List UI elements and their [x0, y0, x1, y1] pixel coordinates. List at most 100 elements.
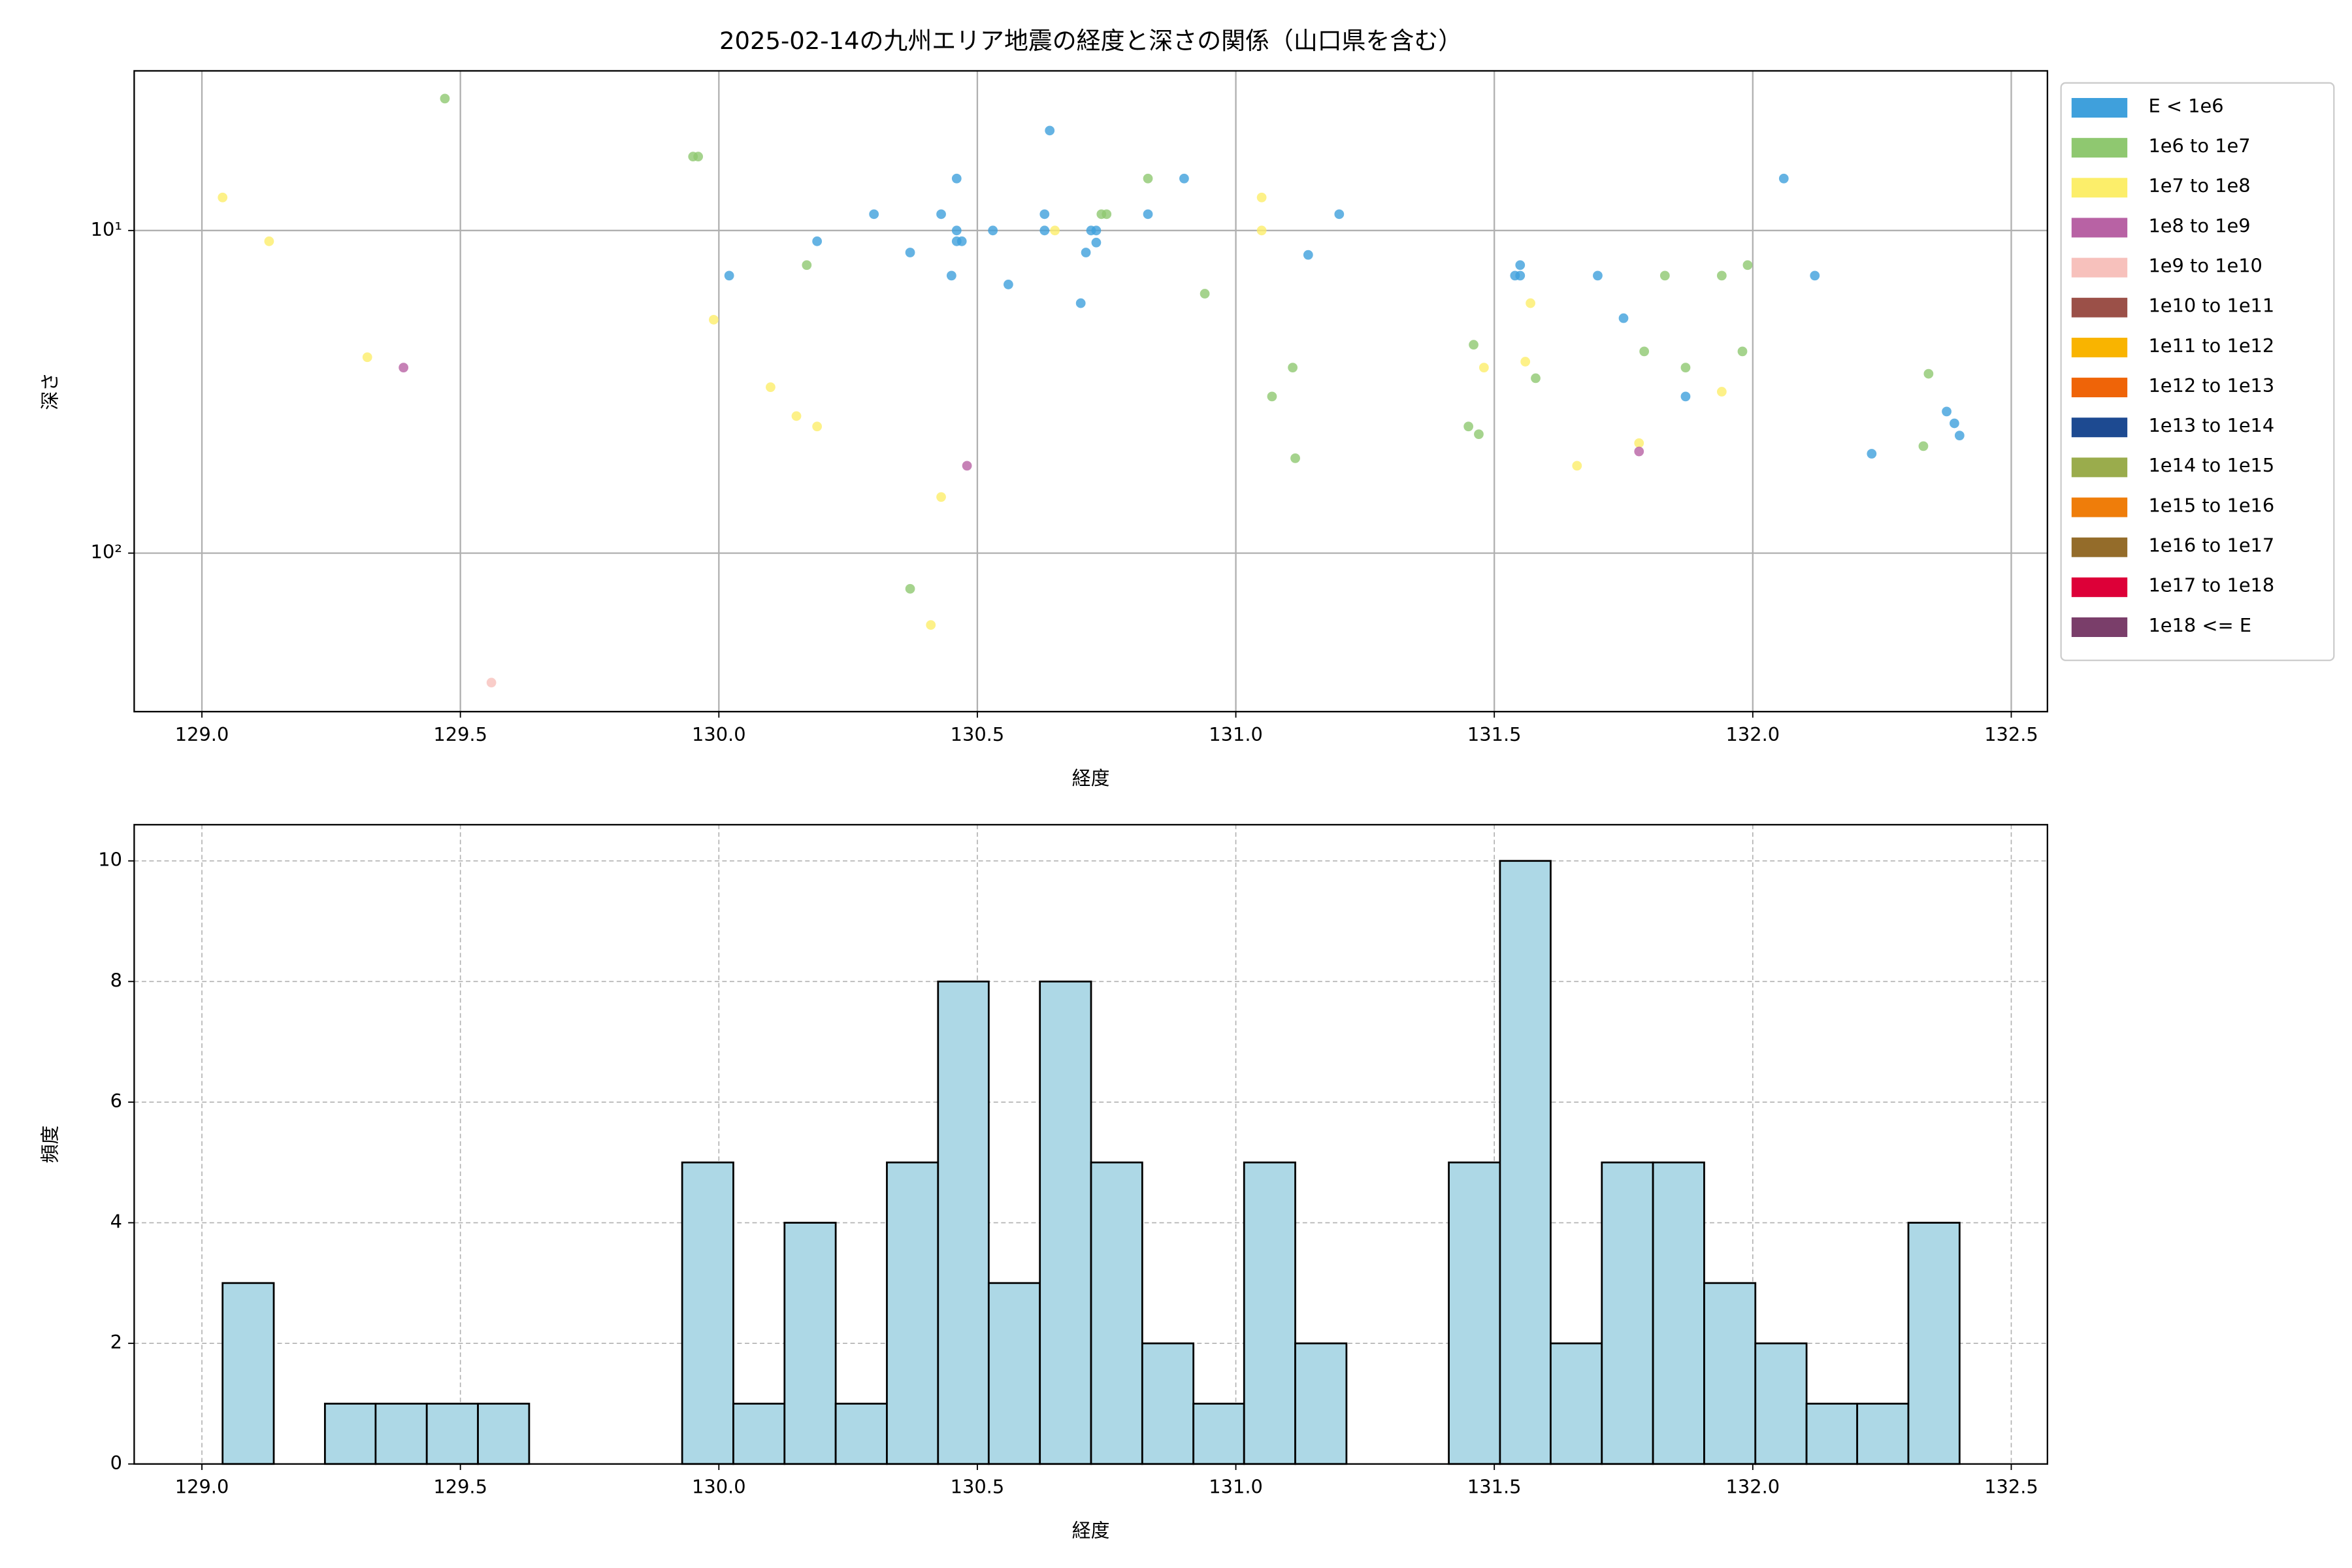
- legend-swatch: [2071, 617, 2128, 637]
- x-tick-label: 129.5: [433, 723, 487, 745]
- x-tick-label: 131.5: [1467, 1476, 1522, 1498]
- scatter-point: [1478, 363, 1489, 372]
- scatter-point: [1045, 125, 1055, 136]
- scatter-point: [802, 260, 812, 270]
- plot-frame: [133, 70, 2048, 713]
- y-tick-label: 10¹: [91, 218, 122, 240]
- histogram-bar: [477, 1403, 531, 1465]
- x-tick-label: 129.0: [175, 1476, 229, 1498]
- legend-swatch: [2071, 297, 2128, 318]
- x-tick-label: 130.5: [951, 1476, 1005, 1498]
- histogram-bar: [886, 1161, 939, 1465]
- scatter-point: [1680, 391, 1691, 402]
- scatter-point: [988, 225, 998, 236]
- legend-swatch: [2071, 378, 2128, 398]
- scatter-point: [1526, 298, 1535, 308]
- histogram-bar: [1243, 1161, 1296, 1465]
- scatter-point: [1716, 387, 1727, 397]
- scatter-point: [1143, 209, 1153, 220]
- scatter-point: [1810, 270, 1820, 281]
- scatter-point: [1256, 225, 1267, 236]
- scatter-point: [962, 461, 972, 471]
- histogram-bar: [1039, 980, 1092, 1465]
- scatter-point: [936, 209, 946, 220]
- legend-label: 1e6 to 1e7: [2148, 135, 2250, 157]
- legend-swatch: [2071, 497, 2128, 517]
- legend-swatch: [2071, 138, 2128, 158]
- histogram-bar: [937, 980, 990, 1465]
- x-tick-label: 131.0: [1209, 723, 1263, 745]
- legend-swatch: [2071, 257, 2128, 278]
- histogram-bar: [783, 1222, 837, 1465]
- histogram-bar: [1294, 1342, 1348, 1465]
- scatter-point: [1469, 340, 1478, 350]
- scatter-point: [1572, 461, 1582, 471]
- scatter-point: [486, 678, 497, 688]
- legend-box: [2060, 82, 2335, 661]
- histogram-bar: [374, 1403, 428, 1465]
- scatter-point: [951, 173, 962, 184]
- x-tick-label: 131.5: [1467, 723, 1522, 745]
- y-tick-label: 4: [110, 1211, 122, 1233]
- x-tick-label: 131.0: [1209, 1476, 1263, 1498]
- scatter-point: [926, 620, 936, 630]
- scatter-point: [1593, 270, 1603, 281]
- scatter-point: [1290, 453, 1300, 463]
- scatter-point: [1081, 248, 1091, 257]
- legend-swatch: [2071, 417, 2128, 438]
- scatter-point: [693, 152, 704, 162]
- scatter-point: [1923, 368, 1934, 379]
- x-axis-label: 経度: [1072, 1520, 1110, 1542]
- histogram-bar: [221, 1282, 275, 1465]
- legend-label: 1e14 to 1e15: [2148, 454, 2274, 476]
- scatter-point: [1680, 363, 1691, 372]
- scatter-point: [869, 209, 879, 220]
- legend-label: 1e8 to 1e9: [2148, 214, 2250, 237]
- histogram-bar: [1090, 1161, 1143, 1465]
- scatter-point: [1634, 446, 1644, 457]
- scatter-point: [1639, 346, 1650, 357]
- scatter-point: [1778, 173, 1789, 184]
- scatter-point: [936, 492, 946, 502]
- scatter-point: [1531, 373, 1541, 384]
- scatter-point: [1634, 438, 1644, 448]
- legend-swatch: [2071, 98, 2128, 118]
- histogram-bar: [1601, 1161, 1654, 1465]
- histogram-bar: [1652, 1161, 1705, 1465]
- histogram-bar: [323, 1403, 377, 1465]
- x-tick-label: 130.0: [692, 1476, 746, 1498]
- histogram-bar: [1805, 1403, 1859, 1465]
- scatter-point: [1618, 313, 1629, 323]
- scatter-point: [956, 236, 967, 246]
- histogram-bar: [1499, 860, 1552, 1465]
- scatter-point: [1256, 192, 1267, 203]
- scatter-point: [1474, 429, 1484, 439]
- scatter-point: [399, 363, 409, 372]
- scatter-point: [1267, 391, 1277, 402]
- legend-label: 1e9 to 1e10: [2148, 254, 2262, 276]
- scatter-point: [1737, 346, 1748, 357]
- y-axis-label: 深さ: [39, 372, 61, 410]
- scatter-point: [1954, 431, 1965, 440]
- scatter-point: [1867, 449, 1877, 459]
- histogram-bar: [1703, 1282, 1757, 1465]
- y-tick-label: 10²: [91, 541, 122, 563]
- scatter-point: [1463, 421, 1474, 432]
- x-axis-label: 経度: [1072, 767, 1110, 789]
- scatter-point: [812, 236, 823, 246]
- scatter-point: [812, 421, 823, 432]
- scatter-point: [1515, 260, 1526, 270]
- legend-label: 1e11 to 1e12: [2148, 335, 2274, 357]
- scatter-point: [1515, 270, 1526, 281]
- scatter-point: [766, 382, 776, 393]
- histogram-bar: [681, 1161, 734, 1465]
- legend-label: 1e7 to 1e8: [2148, 174, 2250, 197]
- x-tick-label: 132.0: [1726, 1476, 1780, 1498]
- y-tick-label: 8: [110, 969, 122, 991]
- scatter-point: [1200, 289, 1210, 299]
- histogram-bar: [1856, 1403, 1910, 1465]
- scatter-point: [1039, 209, 1050, 220]
